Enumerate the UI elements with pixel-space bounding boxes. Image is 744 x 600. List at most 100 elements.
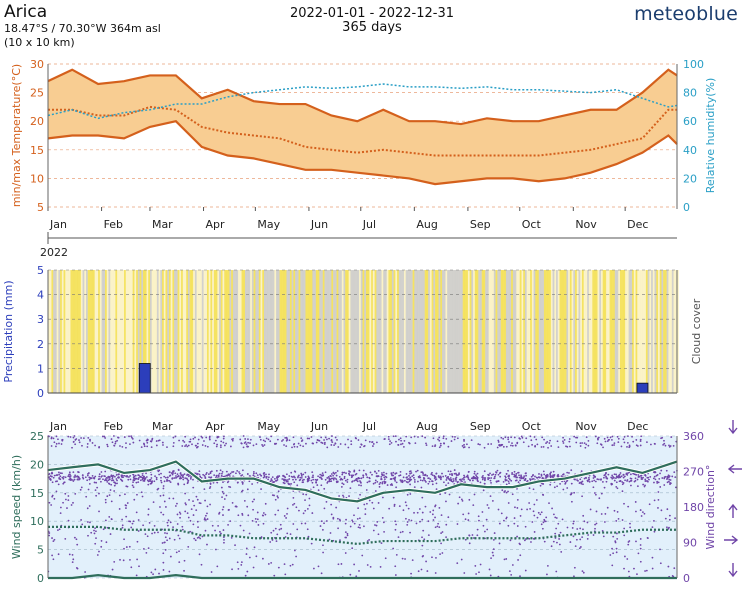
wind-direction-point	[613, 509, 616, 512]
wind-direction-point	[401, 442, 404, 445]
wind-direction-point	[256, 474, 259, 477]
wind-direction-point	[328, 480, 331, 483]
temp-min-line	[47, 119, 678, 186]
wind-direction-point	[181, 528, 184, 531]
wind-direction-point	[155, 440, 158, 442]
wind-direction-point	[253, 498, 256, 501]
wind-direction-point	[426, 570, 429, 572]
wind-direction-point	[432, 437, 435, 440]
wind-direction-point	[132, 481, 134, 483]
cloud-cover-day	[291, 270, 294, 393]
wind-direction-point	[172, 526, 174, 529]
wind-direction-point	[451, 435, 454, 438]
wind-direction-point	[381, 482, 384, 485]
wind-direction-point	[288, 475, 291, 477]
wind-direction-point	[231, 438, 233, 441]
wind-direction-point	[140, 491, 143, 494]
wind-direction-point	[220, 440, 223, 443]
cloud-cover-day	[63, 270, 66, 393]
wind-direction-point	[465, 475, 468, 478]
wind-direction-point	[138, 474, 140, 477]
wind-direction-point	[238, 471, 240, 473]
wind-direction-point	[64, 492, 67, 495]
wind-direction-point	[434, 572, 437, 574]
wind-direction-point	[456, 523, 459, 525]
wind-direction-point	[52, 476, 55, 479]
cloud-cover-day	[232, 270, 235, 393]
cloud-cover-day	[677, 270, 679, 393]
wind-direction-point	[339, 443, 342, 445]
cloud-cover-day	[219, 270, 221, 393]
cloud-cover-day	[521, 270, 524, 393]
wind-direction-point	[149, 480, 151, 483]
wind-direction-point	[183, 473, 186, 476]
wind-direction-point	[442, 475, 445, 478]
wind-direction-point	[522, 441, 525, 444]
cloud-cover-day	[120, 270, 123, 393]
wind-direction-point	[413, 481, 416, 483]
wind-direction-point	[107, 479, 110, 482]
wind-direction-point	[181, 445, 184, 447]
wind-direction-point	[441, 552, 444, 554]
wind-direction-point	[566, 445, 569, 448]
cloud-cover-day	[663, 270, 666, 393]
wind-direction-point	[507, 524, 510, 527]
wind-direction-point	[353, 514, 355, 517]
wind-direction-point	[118, 508, 121, 510]
wind-direction-point	[609, 436, 612, 439]
wind-direction-point	[566, 471, 569, 474]
cloud-cover-day	[581, 270, 584, 393]
wind-direction-point	[467, 470, 470, 473]
wind-direction-point	[570, 469, 573, 472]
wind-direction-point	[252, 472, 255, 475]
wind-direction-point	[615, 481, 618, 484]
wind-direction-point	[385, 472, 388, 475]
wind-direction-point	[484, 537, 486, 540]
wind-direction-point	[664, 517, 667, 520]
wind-direction-point	[87, 534, 89, 537]
wind-direction-point	[71, 446, 73, 449]
wind-direction-point	[324, 471, 327, 474]
wind-direction-point	[150, 480, 153, 483]
wind-direction-point	[81, 523, 84, 526]
wind-direction-point	[144, 533, 147, 536]
wind-direction-point	[349, 525, 352, 528]
cloud-cover-day	[611, 270, 614, 393]
wind-direction-point	[262, 522, 265, 525]
cloud-cover-day	[378, 270, 380, 393]
wind-direction-point	[162, 513, 165, 516]
cloud-cover-day	[668, 270, 671, 393]
wind-direction-point	[531, 474, 534, 477]
wind-direction-point	[126, 474, 128, 477]
wind-direction-point	[671, 475, 674, 478]
wind-direction-point	[180, 474, 183, 476]
wind-direction-point	[99, 480, 102, 483]
wind-direction-point	[237, 514, 240, 517]
wind-direction-point	[62, 501, 64, 504]
wind-direction-point	[264, 513, 267, 516]
wind-direction-point	[120, 479, 123, 482]
wind-direction-point	[342, 483, 345, 486]
wind-direction-point	[422, 474, 425, 476]
arrow-south-icon	[728, 420, 738, 435]
wind-direction-point	[214, 439, 217, 442]
wind-direction-point	[664, 475, 667, 478]
meteoblue-logo[interactable]: meteoblue	[634, 3, 738, 25]
wind-direction-point	[344, 479, 347, 482]
wind-direction-point	[360, 484, 362, 487]
wind-direction-point	[324, 478, 327, 481]
wind-direction-point	[187, 545, 190, 548]
wind-direction-point	[403, 479, 406, 482]
wind-direction-point	[383, 438, 386, 441]
wind-direction-point	[222, 514, 224, 516]
wind-direction-point	[600, 492, 603, 495]
wind-direction-point	[464, 538, 467, 541]
wind-direction-point	[264, 502, 267, 505]
wind-direction-point	[159, 506, 161, 508]
wind-direction-point	[139, 476, 142, 478]
wind-direction-point	[351, 520, 354, 523]
temp-tick-label: 30	[30, 58, 44, 71]
wind-direction-point	[486, 504, 489, 506]
wind-direction-point	[625, 472, 628, 475]
wind-direction-point	[85, 495, 88, 498]
